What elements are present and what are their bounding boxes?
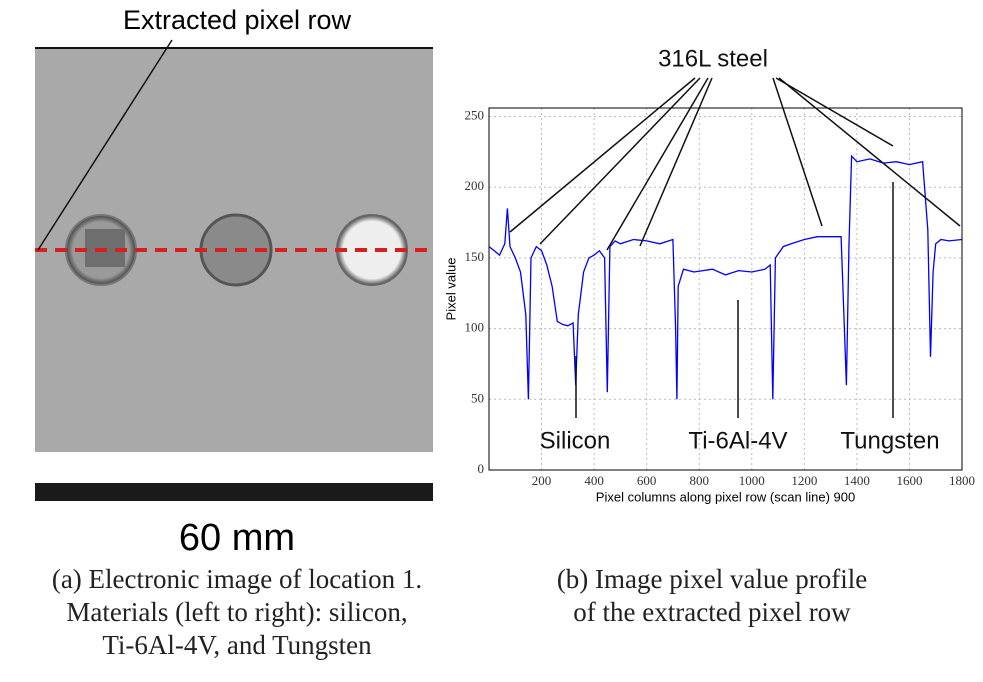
pointer bbox=[607, 78, 708, 250]
pointer bbox=[779, 78, 960, 226]
scale-bar bbox=[35, 483, 433, 501]
y-tick-label: 0 bbox=[478, 461, 485, 476]
y-tick-label: 250 bbox=[465, 107, 485, 122]
x-tick-label: 1000 bbox=[739, 473, 765, 488]
figure: Extracted pixel row 60 mm (a) Electronic… bbox=[0, 0, 983, 682]
caption-b: of the extracted pixel row bbox=[573, 597, 851, 627]
x-tick-label: 1600 bbox=[896, 473, 922, 488]
y-tick-label: 200 bbox=[465, 178, 485, 193]
caption-b: (b) Image pixel value profile bbox=[557, 564, 867, 594]
annotation: Silicon bbox=[540, 427, 611, 454]
x-tick-label: 1400 bbox=[844, 473, 870, 488]
annotation: Ti-6Al-4V bbox=[688, 427, 787, 454]
x-tick-label: 1200 bbox=[791, 473, 817, 488]
pointer bbox=[510, 78, 695, 232]
y-tick-label: 150 bbox=[465, 249, 485, 264]
pointer bbox=[776, 78, 893, 146]
x-tick-label: 400 bbox=[584, 473, 604, 488]
chart: 0 50 100 150 200 250 200 400 600 800 1000 1200 1400 1… bbox=[443, 45, 975, 504]
x-tick-label: 1800 bbox=[949, 473, 975, 488]
panel-a: Extracted pixel row 60 mm (a) Electronic… bbox=[35, 5, 433, 660]
caption-a: (a) Electronic image of location 1. bbox=[52, 564, 422, 594]
annotation-pointers bbox=[510, 78, 960, 418]
scale-label: 60 mm bbox=[179, 517, 295, 559]
x-tick-label: 800 bbox=[689, 473, 709, 488]
caption-a: Ti-6Al-4V, and Tungsten bbox=[102, 630, 372, 660]
y-tick-label: 50 bbox=[471, 390, 484, 405]
x-axis-label: Pixel columns along pixel row (scan line… bbox=[596, 489, 855, 504]
annotation: Tungsten bbox=[840, 427, 939, 454]
x-tick-label: 200 bbox=[532, 473, 552, 488]
row-label: Extracted pixel row bbox=[123, 5, 352, 35]
x-tick-label: 600 bbox=[637, 473, 657, 488]
caption-a: Materials (left to right): silicon, bbox=[66, 597, 407, 627]
y-axis-label: Pixel value bbox=[443, 258, 458, 321]
y-tick-label: 100 bbox=[465, 320, 485, 335]
annotation: 316L steel bbox=[658, 45, 768, 72]
data-line bbox=[489, 156, 962, 399]
